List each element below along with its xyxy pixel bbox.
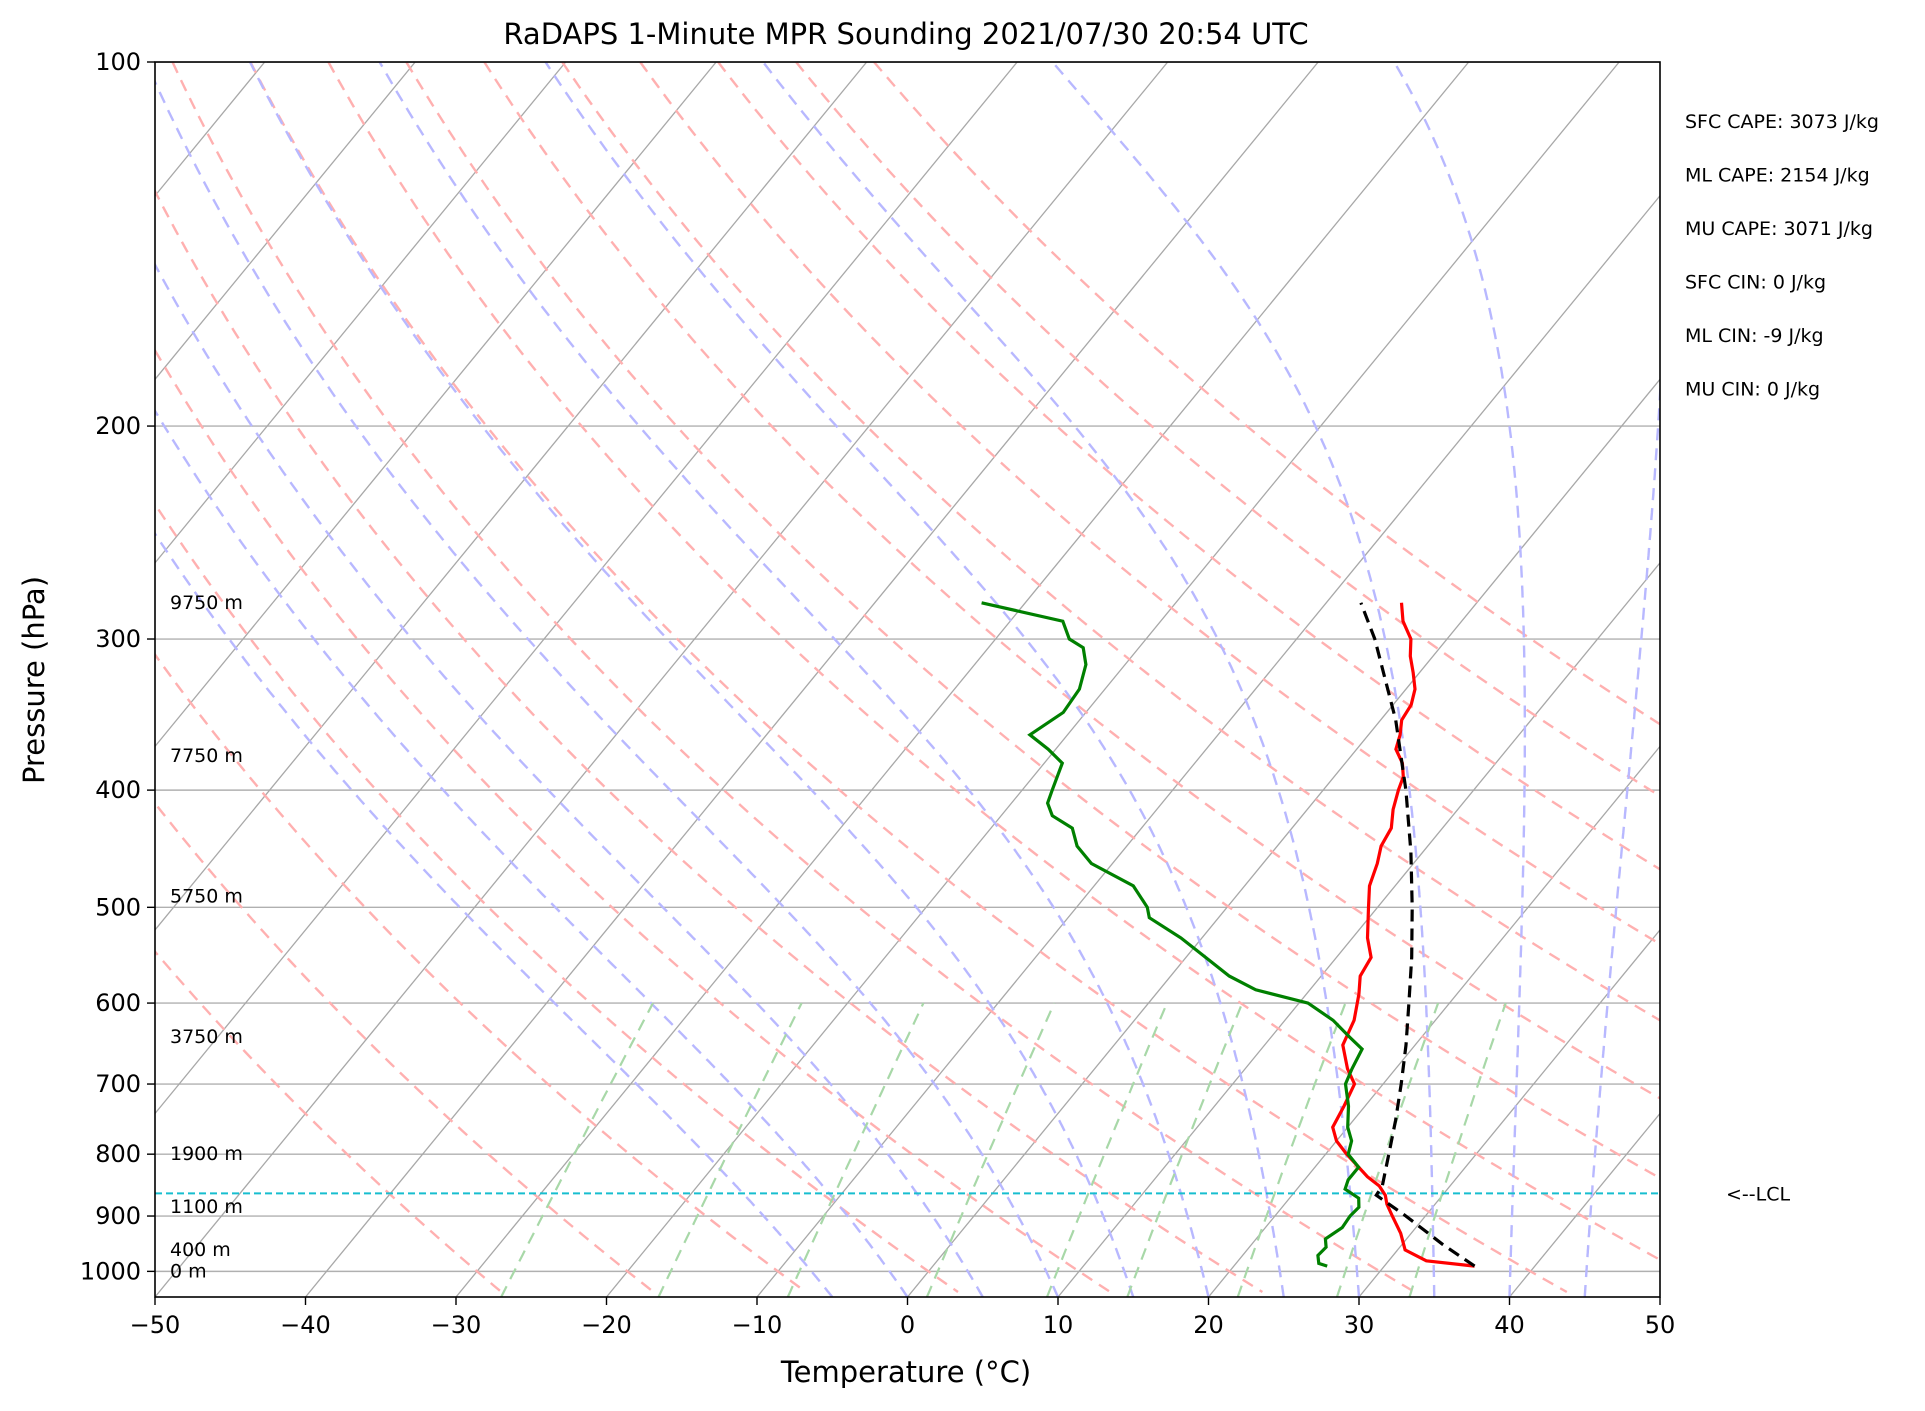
y-tick-label: 800 [95,1140,141,1168]
isotherm-line [1660,62,1925,1297]
moist-adiabat-line [380,62,1209,1297]
stat-label: MU CIN: 0 J/kg [1685,379,1820,401]
dry-adiabat-line [0,62,501,1292]
isotherm-line [5,62,1018,1297]
y-tick-label: 700 [95,1070,141,1098]
stat-label: SFC CIN: 0 J/kg [1685,272,1826,294]
mixing-ratio-line [927,1003,1054,1297]
x-tick-label: 10 [1043,1311,1074,1339]
dry-adiabat-line [874,62,1925,1292]
height-label: 1100 m [170,1196,243,1218]
stat-label: ML CAPE: 2154 J/kg [1685,165,1870,187]
lcl-label: <--LCL [1726,1183,1790,1205]
y-tick-label: 300 [95,625,141,653]
moist-adiabat-line [1053,62,1435,1297]
y-tick-label: 1000 [80,1257,141,1285]
y-tick-label: 400 [95,776,141,804]
moist-adiabat-line [1585,62,1666,1297]
moist-adiabat-line [546,62,1284,1297]
chart-title: RaDAPS 1-Minute MPR Sounding 2021/07/30 … [503,17,1308,51]
mixing-ratio-line [501,1003,653,1297]
moist-adiabat-line [0,62,832,1297]
isotherm-line [1510,62,1925,1297]
height-label: 3750 m [170,1026,243,1048]
dry-adiabat-line [796,62,1925,1292]
isotherm-line [0,62,716,1297]
isotherm-line [306,62,1319,1297]
y-axis-label: Pressure (hPa) [17,576,51,784]
x-tick-label: −10 [732,1311,783,1339]
dry-adiabat-line [562,62,1925,1292]
dry-adiabat-line [0,62,654,1292]
x-tick-label: −30 [431,1311,482,1339]
background-lines [0,62,1925,1297]
height-label: 5750 m [170,886,243,908]
dry-adiabat-line [0,62,806,1292]
mixing-ratio-line [1047,1003,1167,1297]
dry-adiabat-line [406,62,1871,1292]
y-tick-label: 100 [95,48,141,76]
dry-adiabat-line [640,62,1925,1292]
y-tick-label: 200 [95,412,141,440]
mixing-ratio-line [1127,1003,1242,1297]
dry-adiabat-line [328,62,1719,1292]
height-label: 400 m [170,1239,231,1261]
x-tick-label: 30 [1344,1311,1375,1339]
stat-label: ML CIN: -9 J/kg [1685,325,1824,347]
x-tick-label: −20 [581,1311,632,1339]
x-axis: −50 −40 −30 −20 −10 0 10 20 30 40 50 [130,1297,1676,1339]
height-label: 1900 m [170,1143,243,1165]
moist-adiabat-line [61,62,983,1297]
x-tick-label: 0 [900,1311,915,1339]
isotherm-line [0,62,415,1297]
x-tick-label: 50 [1645,1311,1676,1339]
stat-label: MU CAPE: 3071 J/kg [1685,218,1873,240]
dry-adiabat-line [173,62,1415,1292]
stat-label: SFC CAPE: 3073 J/kg [1685,111,1879,133]
dry-adiabat-line [250,62,1566,1292]
plot-frame [155,62,1660,1297]
y-axis: 100 200 300 400 500 600 700 800 900 1000 [80,48,155,1285]
stats-panel: SFC CAPE: 3073 J/kg ML CAPE: 2154 J/kg MU … [1685,111,1879,401]
x-tick-label: 20 [1193,1311,1224,1339]
x-tick-label: −40 [280,1311,331,1339]
x-tick-label: −50 [130,1311,181,1339]
isotherm-line [155,62,1168,1297]
height-labels: 9750 m 7750 m 5750 m 3750 m 1900 m 1100 m 400 … [170,592,243,1283]
mixing-ratio-line [788,1003,924,1297]
x-tick-label: 40 [1494,1311,1525,1339]
mixing-ratio-line [659,1003,802,1297]
moist-adiabat-line [250,62,1133,1297]
x-axis-label: Temperature (°C) [780,1355,1031,1389]
series-lines [155,603,1660,1266]
isotherm-line [1058,62,1925,1297]
isotherm-line [0,62,867,1297]
y-tick-label: 600 [95,989,141,1017]
height-label: 0 m [170,1260,207,1282]
isotherm-line [1359,62,1925,1297]
parcel-line [1361,603,1475,1266]
height-label: 7750 m [170,745,243,767]
y-tick-label: 900 [95,1202,141,1230]
moist-adiabat-line [0,62,907,1297]
y-tick-label: 500 [95,893,141,921]
dewpoint-line [982,603,1363,1266]
dry-adiabat-line [718,62,1925,1292]
dry-adiabat-line [17,62,1111,1292]
height-label: 9750 m [170,592,243,614]
isotherm-line [607,62,1620,1297]
